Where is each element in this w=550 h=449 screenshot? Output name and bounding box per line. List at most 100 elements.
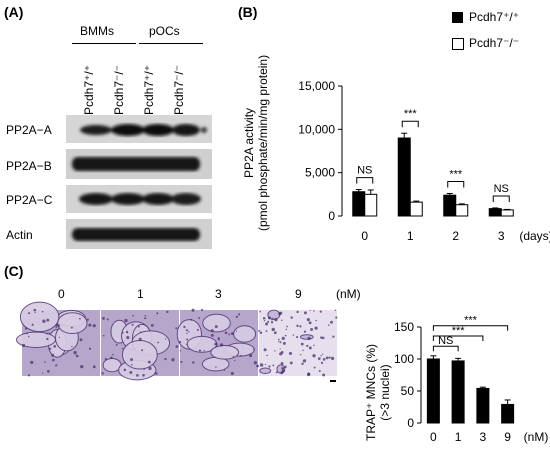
nucleus-dot xyxy=(308,346,312,350)
nucleus-dot xyxy=(53,344,57,348)
nucleus-dot xyxy=(318,369,321,373)
nucleus-dot xyxy=(263,348,267,352)
nucleus-dot xyxy=(301,362,304,366)
nucleus-dot xyxy=(165,338,167,340)
nucleus-dot xyxy=(180,360,183,363)
nucleus-dot xyxy=(124,318,128,323)
nucleus-dot xyxy=(201,308,204,312)
micrograph-3 xyxy=(258,309,338,377)
nucleus-dot xyxy=(123,368,127,372)
chart-b-sig-bracket xyxy=(356,177,374,184)
nucleus-dot xyxy=(315,319,317,322)
nucleus-dot xyxy=(46,337,49,341)
nucleus-dot xyxy=(306,344,309,348)
nucleus-dot xyxy=(88,323,92,327)
nucleus-dot xyxy=(319,310,322,313)
blot-group-bmms: BMMs xyxy=(80,24,114,38)
nucleus-dot xyxy=(126,335,130,340)
nucleus-dot xyxy=(279,341,282,344)
nucleus-dot xyxy=(28,335,30,338)
nucleus-dot xyxy=(322,373,326,377)
nucleus-dot xyxy=(240,354,242,357)
nucleus-dot xyxy=(279,311,283,315)
nucleus-dot xyxy=(219,343,224,347)
nucleus-dot xyxy=(278,338,280,341)
nucleus-dot xyxy=(256,364,260,368)
nucleus-dot xyxy=(312,354,316,358)
nucleus-dot xyxy=(34,311,36,314)
micrograph-label-3: 3 xyxy=(215,287,222,301)
nucleus-dot xyxy=(281,319,283,322)
nucleus-dot xyxy=(156,312,159,315)
nucleus-dot xyxy=(320,361,324,365)
nucleus-dot xyxy=(271,327,275,332)
nucleus-dot xyxy=(292,334,295,336)
nucleus-dot xyxy=(270,321,274,324)
nucleus-dot xyxy=(320,336,323,339)
nucleus-dot xyxy=(330,356,335,361)
nucleus-dot xyxy=(235,315,238,318)
nucleus-dot xyxy=(121,347,124,350)
nucleus-dot xyxy=(48,332,51,334)
nucleus-dot xyxy=(26,332,28,335)
nucleus-dot xyxy=(332,335,335,338)
nucleus-dot xyxy=(73,351,77,355)
nucleus-dot xyxy=(92,365,96,369)
nucleus-dot xyxy=(138,337,142,341)
nucleus-dot xyxy=(327,324,330,326)
nucleus-dot xyxy=(186,338,189,341)
nucleus-dot xyxy=(57,324,60,327)
nucleus-dot xyxy=(178,341,182,344)
scale-bar xyxy=(330,380,336,382)
chart-c-ylabel-line2: (>3 nuclei) xyxy=(378,364,392,421)
nucleus-dot xyxy=(31,323,34,326)
chart-b-xtick-label: 1 xyxy=(407,229,414,243)
nucleus-dot xyxy=(302,359,307,363)
nucleus-dot xyxy=(110,356,113,360)
nucleus-dot xyxy=(55,324,58,327)
legend-label-ko: Pcdh7⁻/⁻ xyxy=(469,36,520,50)
nucleus-dot xyxy=(198,317,201,320)
chart-c-xtick-label: 1 xyxy=(455,430,462,444)
nucleus-dot xyxy=(284,365,287,369)
nucleus-dot xyxy=(130,358,133,362)
nucleus-dot xyxy=(70,326,73,329)
nucleus-dot xyxy=(265,330,268,332)
chart-c-xtick-label: 3 xyxy=(480,430,487,444)
nucleus-dot xyxy=(198,349,202,352)
nucleus-dot xyxy=(335,316,338,319)
nucleus-dot xyxy=(175,345,179,348)
micrograph-label-9: 9 xyxy=(295,287,302,301)
nucleus-dot xyxy=(272,317,274,319)
nucleus-dot xyxy=(290,316,293,319)
nucleus-dot xyxy=(321,336,325,340)
chart-c-ytick-label: 0 xyxy=(407,416,414,430)
nucleus-dot xyxy=(249,354,253,358)
nucleus-dot xyxy=(142,374,145,377)
pp2a-activity-chart: 0 5,000 10,000 15,000 0 NS 1 *** 2 *** 3 NS (days) xyxy=(298,79,550,243)
legend-label-wt: Pcdh7⁺/⁺ xyxy=(469,10,520,24)
nucleus-dot xyxy=(80,364,84,369)
nucleus-dot xyxy=(144,314,147,317)
nucleus-dot xyxy=(313,344,315,347)
nucleus-dot xyxy=(131,323,134,326)
nucleus-dot xyxy=(27,312,31,315)
chart-b-xtick-label: 2 xyxy=(452,229,459,243)
nucleus-dot xyxy=(58,336,60,338)
nucleus-dot xyxy=(46,370,50,373)
nucleus-dot xyxy=(147,360,151,364)
nucleus-dot xyxy=(101,372,104,375)
chart-b-xtick-label: 3 xyxy=(498,229,505,243)
group-line-pocs xyxy=(139,43,203,44)
nucleus-dot xyxy=(24,327,28,330)
micrograph-2 xyxy=(176,308,260,376)
nucleus-dot xyxy=(102,316,105,320)
nucleus-dot xyxy=(171,358,175,362)
nucleus-dot xyxy=(46,318,50,322)
chart-b-ytick-label: 0 xyxy=(328,209,335,223)
nucleus-dot xyxy=(121,331,124,334)
nucleus-dot xyxy=(268,365,271,368)
nucleus-dot xyxy=(215,366,217,368)
osteoclast-cell xyxy=(202,313,231,333)
